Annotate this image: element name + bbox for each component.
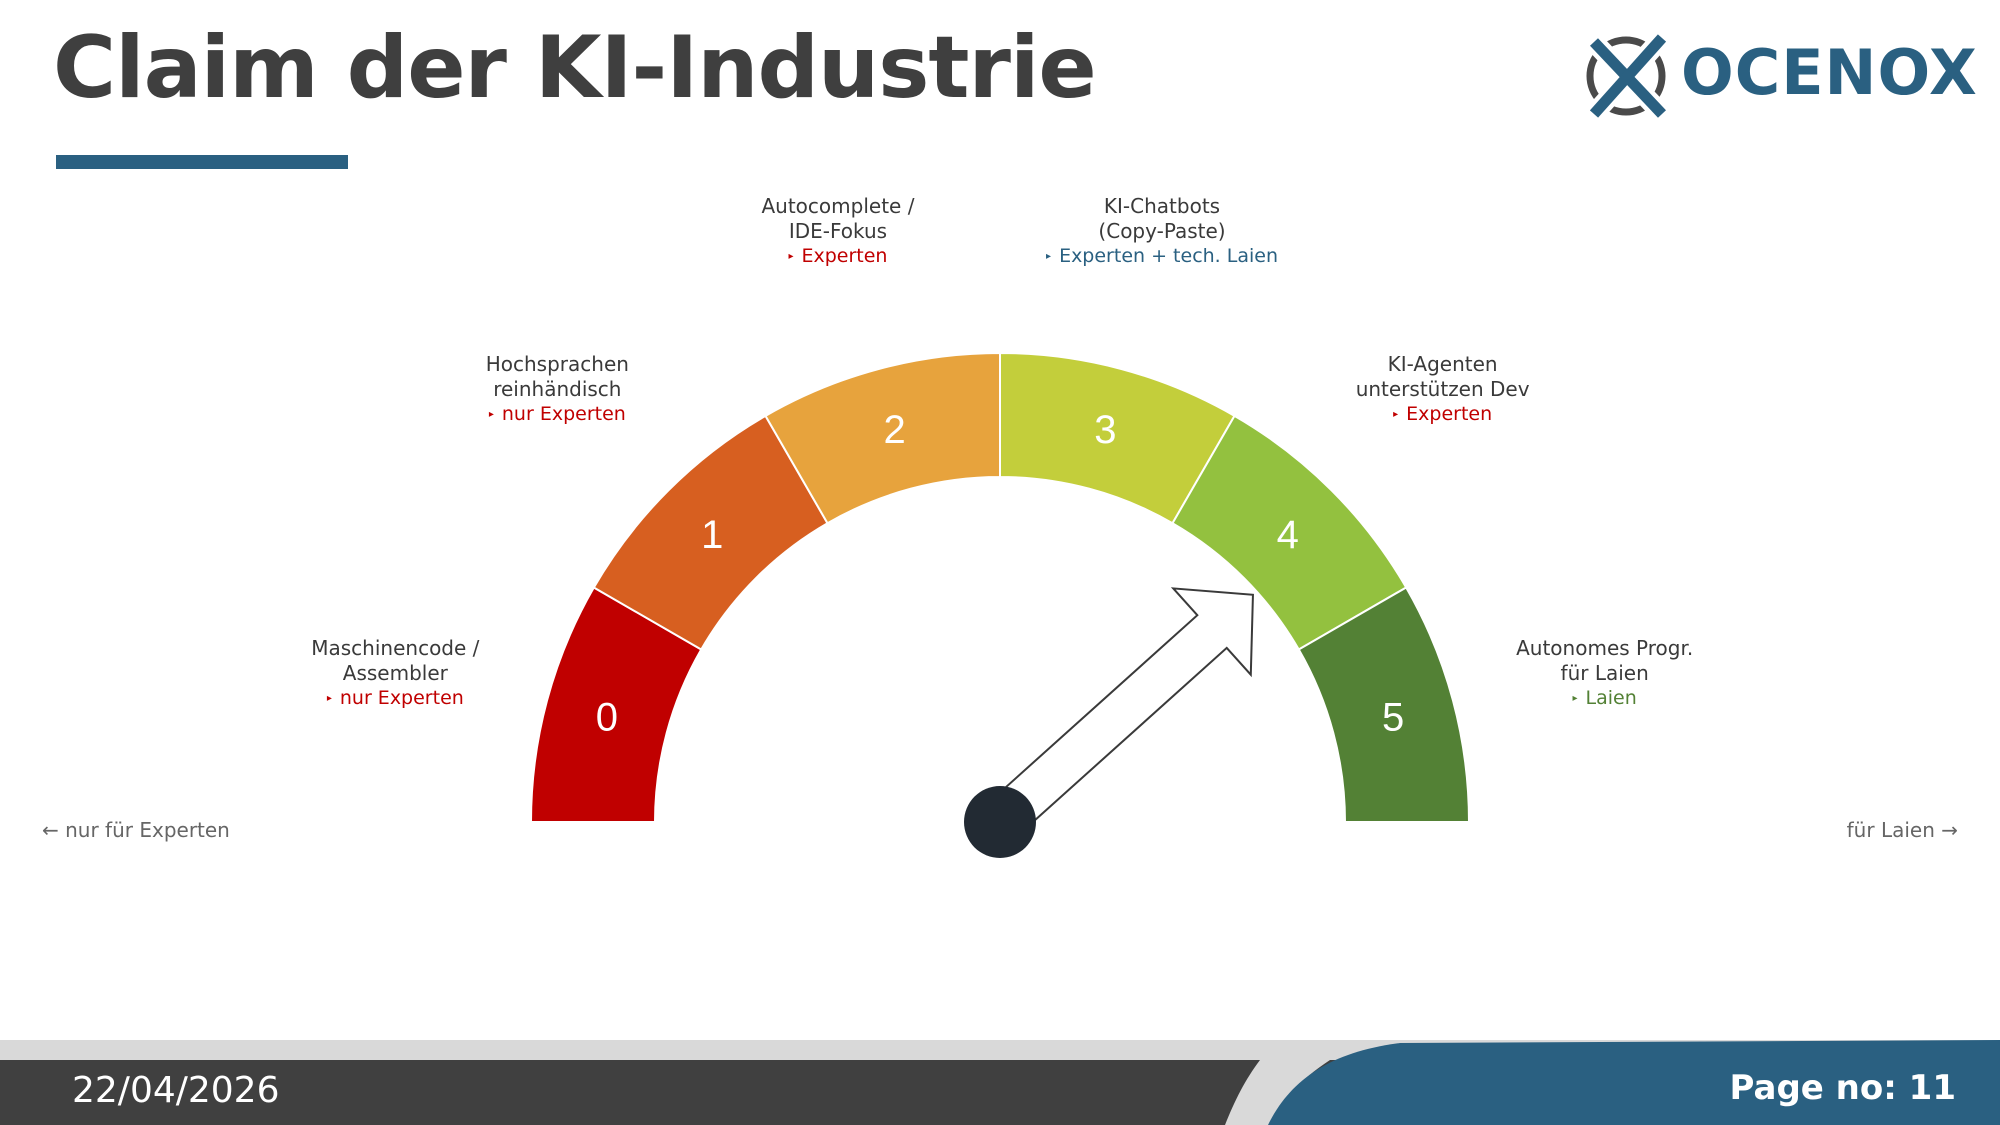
- stage-audience: ▸ Experten: [788, 245, 888, 267]
- ocenox-logo: OCENOX: [1580, 28, 1977, 124]
- gauge-segment-number-1: 1: [701, 513, 723, 557]
- page-title: Claim der KI-Industrie: [53, 18, 1097, 118]
- ocenox-x-icon: [1586, 31, 1670, 121]
- bullet-arrow-icon: ▸: [1046, 251, 1052, 262]
- stage-title-line: KI-Chatbots: [1103, 194, 1221, 218]
- gauge-segment-number-2: 2: [884, 408, 906, 452]
- gauge-segment-number-4: 4: [1277, 513, 1299, 557]
- needle-arrow: [998, 587, 1254, 827]
- stage-title-line: reinhändisch: [493, 377, 622, 401]
- gauge-segment-number-3: 3: [1094, 408, 1116, 452]
- bullet-arrow-icon: ▸: [1572, 693, 1578, 704]
- footer-band: [0, 1040, 2000, 1125]
- stage-audience: ▸ nur Experten: [326, 687, 464, 709]
- gauge-segment-number-5: 5: [1382, 696, 1404, 740]
- stage-audience: ▸ Laien: [1572, 687, 1637, 709]
- gauge-segment-5: [1297, 586, 1471, 823]
- stage-audience: ▸ Experten + tech. Laien: [1046, 245, 1278, 267]
- title-underline: [56, 155, 348, 169]
- page-number: Page no: 11: [1729, 1068, 1957, 1108]
- stage-audience: ▸ Experten: [1393, 403, 1493, 425]
- logo-wordmark: OCENOX: [1681, 36, 1978, 109]
- right-scale-label: für Laien →: [1846, 818, 1958, 842]
- stage-title-line: IDE-Fokus: [788, 219, 888, 243]
- stage-label-3: KI-Chatbots (Copy-Paste) ▸ Experten + tech.…: [1022, 194, 1302, 269]
- gauge-segment-number-0: 0: [596, 696, 618, 740]
- stage-title-line: Assembler: [342, 661, 448, 685]
- stage-label-0: Maschinencode / Assembler ▸ nur Experten: [255, 636, 535, 711]
- bullet-arrow-icon: ▸: [1393, 409, 1399, 420]
- needle-hub: [964, 786, 1036, 858]
- stage-title-line: Autocomplete /: [761, 194, 915, 218]
- stage-title-line: Maschinencode /: [311, 636, 480, 660]
- stage-label-2: Autocomplete / IDE-Fokus ▸ Experten: [698, 194, 978, 269]
- stage-title-line: (Copy-Paste): [1098, 219, 1226, 243]
- stage-title-line: unterstützen Dev: [1355, 377, 1530, 401]
- stage-audience: ▸ nur Experten: [488, 403, 626, 425]
- stage-label-4: KI-Agenten unterstützen Dev ▸ Experten: [1303, 352, 1583, 427]
- left-scale-label: ← nur für Experten: [42, 818, 230, 842]
- stage-title-line: Autonomes Progr.: [1516, 636, 1694, 660]
- footer-date: 22/04/2026: [72, 1070, 280, 1111]
- bullet-arrow-icon: ▸: [488, 409, 494, 420]
- stage-label-5: Autonomes Progr. für Laien ▸ Laien: [1465, 636, 1745, 711]
- stage-title-line: Hochsprachen: [485, 352, 629, 376]
- stage-label-1: Hochsprachen reinhändisch ▸ nur Experten: [417, 352, 697, 427]
- stage-title-line: KI-Agenten: [1387, 352, 1498, 376]
- stage-title-line: für Laien: [1560, 661, 1649, 685]
- bullet-arrow-icon: ▸: [788, 251, 794, 262]
- bullet-arrow-icon: ▸: [326, 693, 332, 704]
